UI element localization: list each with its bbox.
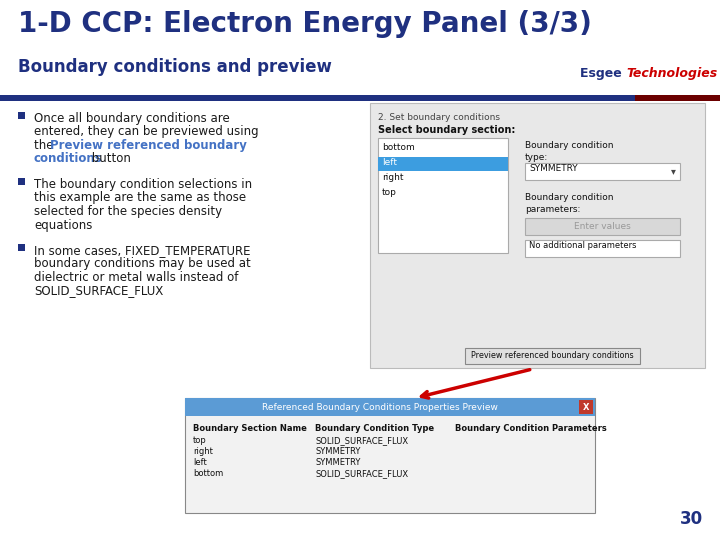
Bar [378,157,508,171]
Text: Technologies: Technologies [626,67,717,80]
Text: Boundary Section Name: Boundary Section Name [193,424,307,433]
Text: SOLID_SURFACE_FLUX: SOLID_SURFACE_FLUX [315,436,408,445]
Bar [185,398,595,416]
Text: this example are the same as those: this example are the same as those [34,192,246,205]
Text: bottom: bottom [193,469,223,478]
Text: Enter values: Enter values [574,222,631,231]
Text: Preview referenced boundary: Preview referenced boundary [50,139,247,152]
Text: conditions: conditions [34,152,103,165]
Bar [18,244,25,251]
Text: button: button [88,152,131,165]
Bar [525,163,680,180]
Text: top: top [193,436,207,445]
Text: Once all boundary conditions are: Once all boundary conditions are [34,112,230,125]
Text: right: right [193,447,213,456]
Text: Select boundary section:: Select boundary section: [378,125,516,135]
Text: Boundary Condition Parameters: Boundary Condition Parameters [455,424,607,433]
Text: boundary conditions may be used at: boundary conditions may be used at [34,258,251,271]
Bar [18,112,25,119]
Text: left: left [193,458,207,467]
Text: top: top [382,188,397,197]
Text: right: right [382,173,403,182]
Text: Boundary conditions and preview: Boundary conditions and preview [18,58,332,76]
Bar [525,240,680,257]
Text: X: X [582,402,589,411]
Text: bottom: bottom [382,143,415,152]
Text: the: the [34,139,58,152]
Text: parameters:: parameters: [525,205,580,214]
Text: In some cases, FIXED_TEMPERATURE: In some cases, FIXED_TEMPERATURE [34,244,251,257]
Text: entered, they can be previewed using: entered, they can be previewed using [34,125,258,138]
Text: SOLID_SURFACE_FLUX: SOLID_SURFACE_FLUX [315,469,408,478]
Text: selected for the species density: selected for the species density [34,205,222,218]
Text: Esgee: Esgee [580,67,626,80]
Bar [465,348,640,364]
Text: 30: 30 [680,510,703,528]
Text: Boundary Condition Type: Boundary Condition Type [315,424,434,433]
Text: left: left [382,158,397,167]
Bar [635,95,720,101]
Bar [525,218,680,235]
Text: Boundary condition: Boundary condition [525,141,613,150]
Bar [18,178,25,185]
Text: The boundary condition selections in: The boundary condition selections in [34,178,252,191]
Bar [579,400,593,414]
Text: dielectric or metal walls instead of: dielectric or metal walls instead of [34,271,238,284]
Bar [0,95,635,101]
Bar [378,138,508,253]
Text: SYMMETRY: SYMMETRY [315,458,361,467]
Text: ▾: ▾ [671,166,676,177]
Text: No additional parameters: No additional parameters [529,241,636,250]
Bar [185,398,595,513]
Bar [370,103,705,368]
Text: SOLID_SURFACE_FLUX: SOLID_SURFACE_FLUX [34,285,163,298]
Text: 2. Set boundary conditions: 2. Set boundary conditions [378,113,500,122]
Text: Referenced Boundary Conditions Properties Preview: Referenced Boundary Conditions Propertie… [262,402,498,411]
Text: 1-D CCP: Electron Energy Panel (3/3): 1-D CCP: Electron Energy Panel (3/3) [18,10,592,38]
Text: equations: equations [34,219,92,232]
Text: type:: type: [525,153,548,162]
Text: SYMMETRY: SYMMETRY [529,164,577,173]
Text: Boundary condition: Boundary condition [525,193,613,202]
Text: SYMMETRY: SYMMETRY [315,447,361,456]
Text: Preview referenced boundary conditions: Preview referenced boundary conditions [471,352,634,361]
